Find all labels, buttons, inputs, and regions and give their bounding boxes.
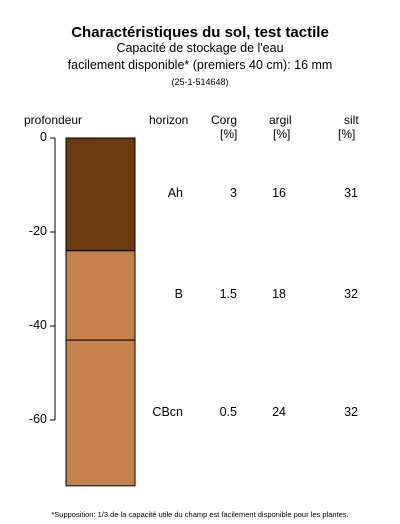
corg-unit: [%] xyxy=(220,127,238,141)
horizon-cell: CBcn xyxy=(152,404,183,419)
chart-subtitle-line1: Capacité de stockage de l'eau xyxy=(116,41,284,55)
corg-cell: 0.5 xyxy=(219,404,237,419)
depth-tick-label: -20 xyxy=(28,224,47,238)
silt-unit: [%] xyxy=(338,127,356,141)
clay-cell: 16 xyxy=(272,186,286,201)
silt-header: silt xyxy=(344,113,359,127)
site-id: (25-1-514648) xyxy=(171,77,229,87)
soil-layer-b xyxy=(65,250,136,341)
silt-cell: 32 xyxy=(344,287,358,302)
clay-cell: 18 xyxy=(272,287,286,302)
corg-cell: 1.5 xyxy=(219,287,237,302)
horizon-cell: Ah xyxy=(167,186,183,201)
depth-tick-label: -60 xyxy=(28,412,47,426)
depth-tick-label: 0 xyxy=(40,130,47,144)
depth-header: profondeur xyxy=(24,113,83,127)
clay-unit: [%] xyxy=(273,127,291,141)
corg-header: Corg xyxy=(211,113,238,127)
silt-cell: 32 xyxy=(344,404,358,419)
soil-layer-cbcn xyxy=(65,339,136,487)
horizon-header: horizon xyxy=(149,113,189,127)
silt-cell: 31 xyxy=(344,186,358,201)
footnote: *Supposition: 1/3 de la capacité utile d… xyxy=(51,510,349,519)
corg-cell: 3 xyxy=(230,186,237,201)
soil-layer-ah xyxy=(65,137,136,252)
depth-tick-label: -40 xyxy=(28,318,47,332)
clay-cell: 24 xyxy=(272,404,286,419)
clay-header: argil xyxy=(269,113,292,127)
horizon-cell: B xyxy=(174,287,183,302)
chart-subtitle-line2: facilement disponible* (premiers 40 cm):… xyxy=(67,58,333,72)
chart-title: Charactéristiques du sol, test tactile xyxy=(71,24,329,41)
